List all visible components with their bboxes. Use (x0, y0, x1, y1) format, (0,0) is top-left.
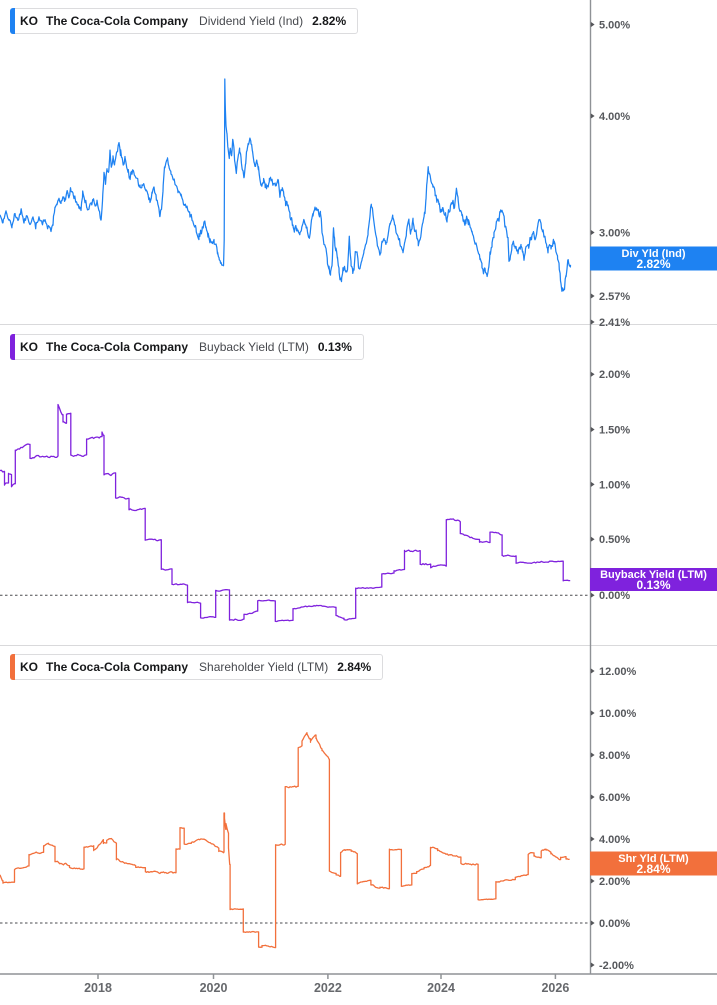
svg-text:2022: 2022 (314, 981, 342, 995)
svg-text:4.00%: 4.00% (599, 834, 630, 846)
svg-text:2.00%: 2.00% (599, 876, 630, 888)
svg-text:5.00%: 5.00% (599, 19, 630, 31)
svg-text:8.00%: 8.00% (599, 750, 630, 762)
svg-text:1.50%: 1.50% (599, 424, 630, 436)
svg-text:2026: 2026 (541, 981, 569, 995)
svg-text:0.50%: 0.50% (599, 534, 630, 546)
svg-text:2.41%: 2.41% (599, 317, 630, 329)
svg-text:Div Yld (Ind): Div Yld (Ind) (622, 248, 686, 260)
svg-text:2020: 2020 (200, 981, 228, 995)
svg-text:10.00%: 10.00% (599, 708, 637, 720)
svg-text:Buyback Yield (LTM): Buyback Yield (LTM) (600, 569, 707, 581)
svg-text:0.00%: 0.00% (599, 918, 630, 930)
svg-text:2024: 2024 (427, 981, 455, 995)
svg-text:4.00%: 4.00% (599, 111, 630, 123)
svg-text:0.13%: 0.13% (636, 578, 670, 592)
svg-text:0.00%: 0.00% (599, 590, 630, 602)
svg-text:1.00%: 1.00% (599, 479, 630, 491)
svg-text:2018: 2018 (84, 981, 112, 995)
svg-text:2.57%: 2.57% (599, 291, 630, 303)
svg-text:6.00%: 6.00% (599, 792, 630, 804)
svg-text:2.84%: 2.84% (636, 862, 670, 876)
svg-text:12.00%: 12.00% (599, 666, 637, 678)
svg-text:2.82%: 2.82% (636, 257, 670, 271)
svg-text:-2.00%: -2.00% (599, 960, 634, 972)
svg-text:2.00%: 2.00% (599, 369, 630, 381)
svg-text:Shr Yld (LTM): Shr Yld (LTM) (618, 853, 689, 865)
svg-text:3.00%: 3.00% (599, 227, 630, 239)
